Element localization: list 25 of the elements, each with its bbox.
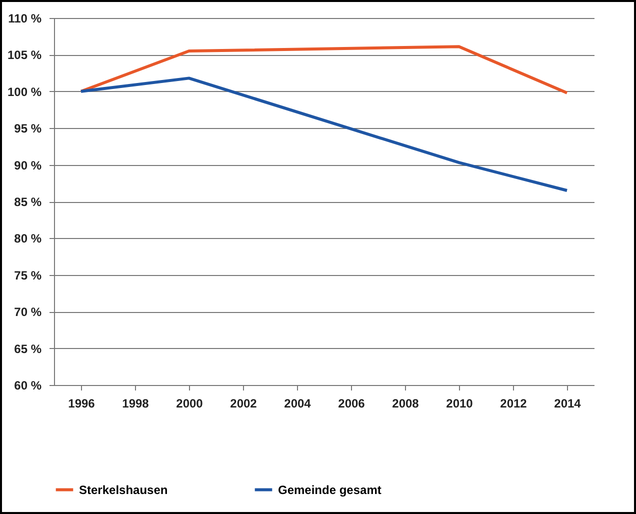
x-tick-label: 2006: [338, 396, 366, 410]
y-tick-label: 60 %: [14, 378, 42, 392]
legend-label: Gemeinde gesamt: [278, 482, 382, 497]
x-tick-label: 2004: [284, 396, 312, 410]
x-tick-label: 2010: [446, 396, 474, 410]
y-tick-label: 70 %: [14, 305, 42, 320]
x-tick-label: 2008: [392, 396, 420, 410]
legend-label: Sterkelshausen: [79, 482, 168, 497]
y-tick-label: 110 %: [8, 12, 42, 26]
y-tick-label: 100 %: [7, 84, 42, 99]
y-tick-label: 75 %: [14, 268, 42, 282]
y-tick-label: 90 %: [14, 158, 42, 172]
y-tick-label: 80 %: [14, 232, 42, 246]
y-tick-label: 85 %: [14, 195, 42, 209]
line-series: [80, 45, 568, 94]
x-tick-label: 2000: [176, 396, 204, 410]
x-tick-label: 1998: [122, 396, 150, 410]
line-series: [80, 76, 568, 192]
x-tick-label: 2014: [554, 396, 582, 410]
x-tick-label: 2002: [230, 396, 258, 410]
y-tick-label: 65 %: [14, 342, 42, 356]
y-tick-label: 105 %: [7, 48, 42, 62]
x-tick-label: 1996: [68, 396, 96, 410]
y-tick-label: 95 %: [14, 122, 42, 136]
x-tick-label: 2012: [500, 396, 528, 410]
